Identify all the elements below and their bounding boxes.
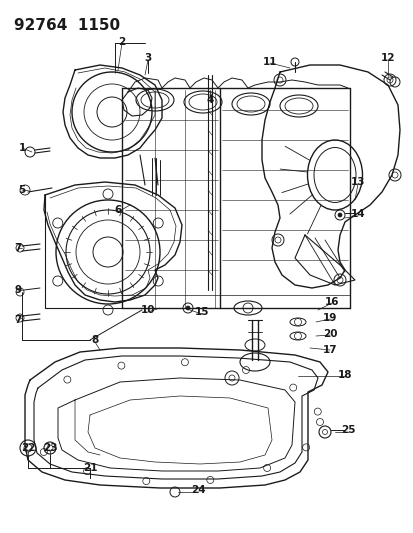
Text: 7: 7 bbox=[14, 243, 21, 253]
Text: 22: 22 bbox=[21, 443, 35, 453]
Circle shape bbox=[185, 306, 190, 310]
Text: 15: 15 bbox=[194, 307, 209, 317]
Text: 25: 25 bbox=[340, 425, 354, 435]
Text: 1: 1 bbox=[18, 143, 26, 153]
Text: 7: 7 bbox=[14, 315, 21, 325]
Text: 5: 5 bbox=[18, 185, 26, 195]
Text: 6: 6 bbox=[114, 205, 121, 215]
Text: 9: 9 bbox=[14, 285, 21, 295]
Text: 23: 23 bbox=[43, 443, 57, 453]
Text: 92764  1150: 92764 1150 bbox=[14, 18, 120, 33]
Text: 4: 4 bbox=[206, 95, 213, 105]
Text: 13: 13 bbox=[350, 177, 364, 187]
Text: 24: 24 bbox=[190, 485, 205, 495]
Text: 17: 17 bbox=[322, 345, 337, 355]
Text: 8: 8 bbox=[91, 335, 98, 345]
Text: 14: 14 bbox=[350, 209, 364, 219]
Text: 10: 10 bbox=[140, 305, 155, 315]
Text: 2: 2 bbox=[118, 37, 125, 47]
Text: 3: 3 bbox=[144, 53, 151, 63]
Circle shape bbox=[337, 213, 341, 217]
Text: 11: 11 bbox=[262, 57, 277, 67]
Text: 12: 12 bbox=[380, 53, 394, 63]
Text: 20: 20 bbox=[322, 329, 337, 339]
Text: 19: 19 bbox=[322, 313, 336, 323]
Text: 21: 21 bbox=[83, 463, 97, 473]
Text: 16: 16 bbox=[324, 297, 338, 307]
Text: 18: 18 bbox=[337, 370, 351, 380]
